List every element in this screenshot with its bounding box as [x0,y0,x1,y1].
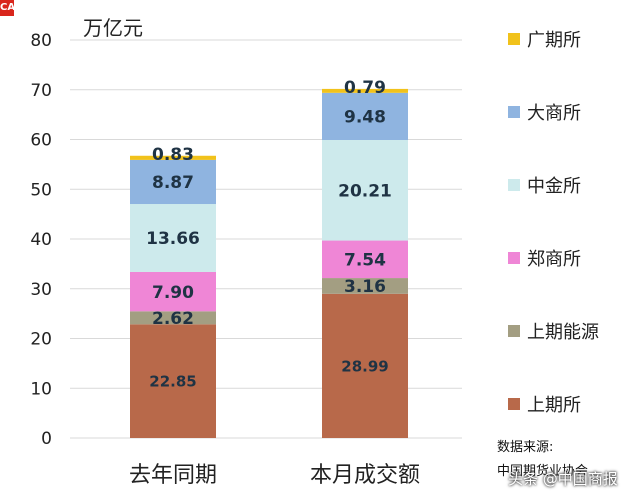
y-unit-label: 万亿元 [83,16,143,40]
data-label: 7.90 [152,283,194,303]
legend-label: 郑商所 [527,249,581,270]
data-label: 20.21 [338,181,392,201]
source-name: 中国期货业协会 [497,464,589,479]
y-tick-label: 30 [30,280,52,300]
y-tick-label: 60 [30,131,52,151]
bar-segment [322,240,408,279]
data-label: 9.48 [344,108,386,128]
legend-label: 广期所 [527,30,581,51]
bar-segment [322,278,408,294]
legend-label: 上期所 [527,395,581,416]
bar-segment [322,92,408,140]
bar-segment [322,293,408,438]
legend-label: 上期能源 [527,322,599,343]
legend-swatch [508,33,520,45]
bar-segment [130,311,216,325]
logo: CA [0,0,15,16]
bar-segment [130,159,216,205]
x-tick-label: 本月成交额 [310,463,420,488]
data-label: 2.62 [152,309,194,329]
y-tick-label: 80 [30,31,52,51]
legend-swatch [508,325,520,337]
legend-swatch [508,106,520,118]
bars: 22.85 2.62 7.90 13.66 8.87 0.83 28.99 3.16 7.54 2… [130,78,408,438]
data-label: 0.79 [344,78,386,98]
legend-swatch [508,252,520,264]
y-axis-ticks: 0 10 20 30 40 50 60 70 80 [30,31,52,449]
bar-segment [322,88,408,93]
y-tick-label: 10 [30,379,52,399]
data-label: 3.16 [344,277,386,297]
data-label: 13.66 [146,229,200,249]
data-label: 22.85 [149,373,196,391]
watermark: 头条 @中国商报 [508,470,618,488]
y-tick-label: 0 [41,429,52,449]
y-tick-label: 40 [30,230,52,250]
legend-label: 中金所 [527,176,581,197]
bar-segment [130,155,216,160]
data-label: 28.99 [341,357,388,375]
y-tick-label: 20 [30,330,52,350]
source-label: 数据来源: [497,440,554,455]
data-label: 7.54 [344,250,386,270]
bar-segment [322,139,408,241]
data-label: 8.87 [152,173,194,193]
legend-swatch [508,179,520,191]
x-axis-labels: 去年同期 本月成交额 [129,463,420,488]
legend-label: 大商所 [527,103,581,124]
bar-segment [130,271,216,312]
y-tick-label: 50 [30,180,52,200]
bar-segment [130,324,216,438]
y-tick-label: 70 [30,81,52,101]
data-label: 0.83 [152,145,194,165]
bar-segment [130,204,216,272]
x-tick-label: 去年同期 [129,463,217,488]
legend-swatch [508,398,520,410]
